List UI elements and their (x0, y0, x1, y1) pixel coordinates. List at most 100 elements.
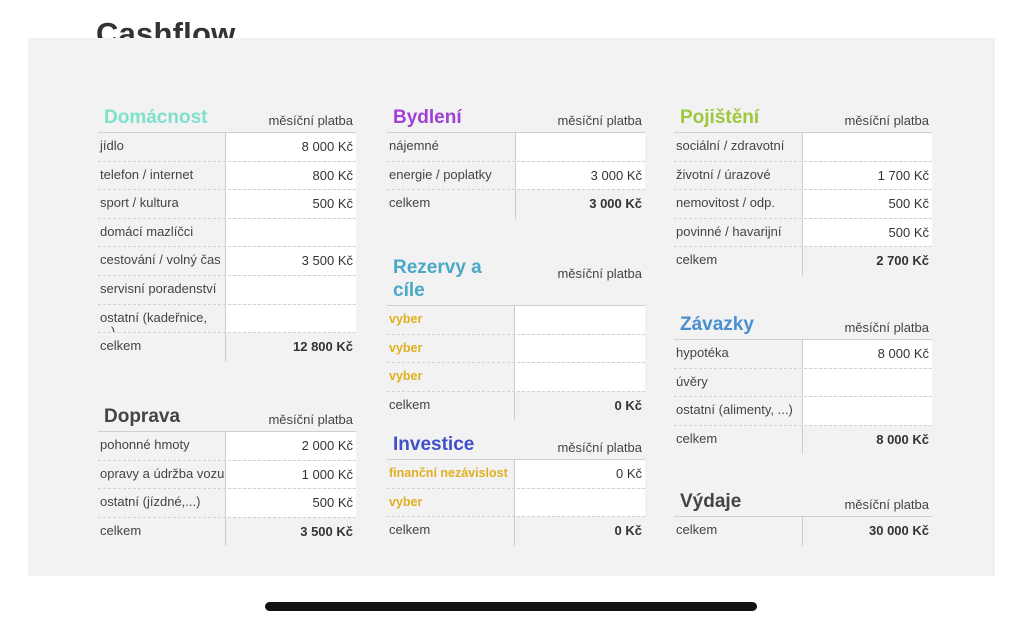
total-row: celkem 30 000 Kč (674, 517, 932, 546)
row-value[interactable]: 500 Kč (803, 190, 932, 218)
total-value: 8 000 Kč (803, 425, 932, 455)
column-label: měsíční platba (844, 113, 929, 128)
block-header: Výdaje měsíční platba (674, 490, 932, 517)
table-row: cestování / volný čas 3 500 Kč (98, 247, 356, 276)
block-title-vydaje: Výdaje (680, 491, 742, 512)
block-investice: Investice měsíční platba finanční nezávi… (387, 433, 645, 546)
total-label: celkem (98, 333, 226, 362)
row-value[interactable] (515, 306, 645, 334)
row-label: úvěry (674, 368, 803, 397)
block-vydaje: Výdaje měsíční platba celkem 30 000 Kč (674, 490, 932, 546)
row-value[interactable] (803, 397, 932, 425)
column-label: měsíční platba (844, 320, 929, 335)
table-row: nemovitost / odp. 500 Kč (674, 190, 932, 219)
row-label[interactable]: vyber (387, 488, 515, 517)
block-header: Doprava měsíční platba (98, 405, 356, 432)
block-title-bydleni: Bydlení (393, 107, 462, 128)
total-label: celkem (674, 425, 803, 455)
row-label[interactable]: finanční nezávislost (387, 460, 515, 488)
row-value[interactable]: 2 000 Kč (226, 432, 356, 460)
total-label: celkem (387, 391, 515, 421)
row-value[interactable]: 1 000 Kč (226, 460, 356, 489)
total-row: celkem 2 700 Kč (674, 247, 932, 276)
block-title-doprava: Doprava (104, 406, 181, 427)
row-value[interactable]: 8 000 Kč (803, 340, 932, 368)
row-value[interactable] (226, 304, 356, 333)
row-value[interactable] (803, 368, 932, 397)
total-label: celkem (387, 517, 515, 546)
row-label: hypotéka (674, 340, 803, 368)
column-label: měsíční platba (557, 266, 642, 281)
block-header: Bydlení měsíční platba (387, 106, 645, 133)
total-label: celkem (387, 190, 516, 219)
block-header: Rezervy a cíle měsíční platba (387, 256, 645, 306)
row-value[interactable]: 3 500 Kč (226, 247, 356, 275)
row-label[interactable]: vyber (387, 363, 515, 391)
table-row: finanční nezávislost 0 Kč (387, 460, 645, 489)
row-label: sport / kultura (98, 190, 226, 218)
total-label: celkem (674, 247, 803, 276)
total-value: 12 800 Kč (226, 333, 356, 362)
row-value[interactable] (226, 218, 356, 247)
row-label: povinné / havarijní (674, 218, 803, 247)
table-row: vyber (387, 334, 645, 364)
row-value[interactable]: 8 000 Kč (226, 133, 356, 161)
row-value[interactable]: 0 Kč (515, 460, 645, 488)
row-label: domácí mazlíčci (98, 218, 226, 247)
spreadsheet-sheet (28, 38, 995, 576)
column-label: měsíční platba (557, 440, 642, 455)
row-value[interactable] (515, 334, 645, 363)
table-row: energie / poplatky 3 000 Kč (387, 161, 645, 191)
row-label: jídlo (98, 133, 226, 161)
table-row: ostatní (jízdné,...) 500 Kč (98, 489, 356, 518)
block-title-pojisteni: Pojištění (680, 107, 760, 128)
row-label: servisní poradenství (98, 275, 226, 304)
table-row: nájemné (387, 133, 645, 162)
row-label[interactable]: vyber (387, 306, 515, 334)
row-value[interactable]: 800 Kč (226, 161, 356, 190)
row-value[interactable]: 500 Kč (803, 218, 932, 247)
table-row: úvěry (674, 368, 932, 398)
table-row: domácí mazlíčci (98, 218, 356, 248)
row-label: sociální / zdravotní (674, 133, 803, 161)
table-row: pohonné hmoty 2 000 Kč (98, 432, 356, 461)
block-rezervy: Rezervy a cíle měsíční platba vyber vybe… (387, 256, 645, 421)
row-label: cestování / volný čas (98, 247, 226, 275)
total-value: 3 000 Kč (516, 190, 645, 219)
row-label: nájemné (387, 133, 516, 161)
row-label: ostatní (kadeřnice, ...) (98, 304, 226, 333)
row-value[interactable] (516, 133, 645, 161)
column-label: měsíční platba (268, 113, 353, 128)
table-row: vyber (387, 488, 645, 518)
row-value[interactable]: 500 Kč (226, 190, 356, 218)
row-label[interactable]: vyber (387, 334, 515, 363)
total-value: 0 Kč (515, 517, 645, 546)
block-header: Závazky měsíční platba (674, 313, 932, 340)
block-title-investice: Investice (393, 434, 475, 455)
total-label: celkem (674, 517, 803, 546)
row-label: energie / poplatky (387, 161, 516, 190)
column-label: měsíční platba (268, 412, 353, 427)
home-indicator[interactable] (265, 602, 757, 611)
table-row: ostatní (kadeřnice, ...) (98, 304, 356, 334)
total-value: 2 700 Kč (803, 247, 932, 276)
table-row: sociální / zdravotní (674, 133, 932, 162)
table-row: povinné / havarijní 500 Kč (674, 218, 932, 248)
table-row: hypotéka 8 000 Kč (674, 340, 932, 369)
row-value[interactable] (515, 488, 645, 517)
table-row: opravy a údržba vozu 1 000 Kč (98, 460, 356, 490)
row-value[interactable] (515, 363, 645, 391)
column-label: měsíční platba (557, 113, 642, 128)
row-value[interactable] (226, 275, 356, 304)
row-value[interactable]: 500 Kč (226, 489, 356, 517)
row-value[interactable]: 3 000 Kč (516, 161, 645, 190)
column-label: měsíční platba (844, 497, 929, 512)
table-row: vyber (387, 306, 645, 335)
row-value[interactable] (803, 133, 932, 161)
table-row: životní / úrazové 1 700 Kč (674, 161, 932, 191)
total-label: celkem (98, 517, 226, 547)
total-row: celkem 12 800 Kč (98, 333, 356, 362)
row-value[interactable]: 1 700 Kč (803, 161, 932, 190)
total-value: 30 000 Kč (803, 517, 932, 546)
block-title-zavazky: Závazky (680, 314, 754, 335)
